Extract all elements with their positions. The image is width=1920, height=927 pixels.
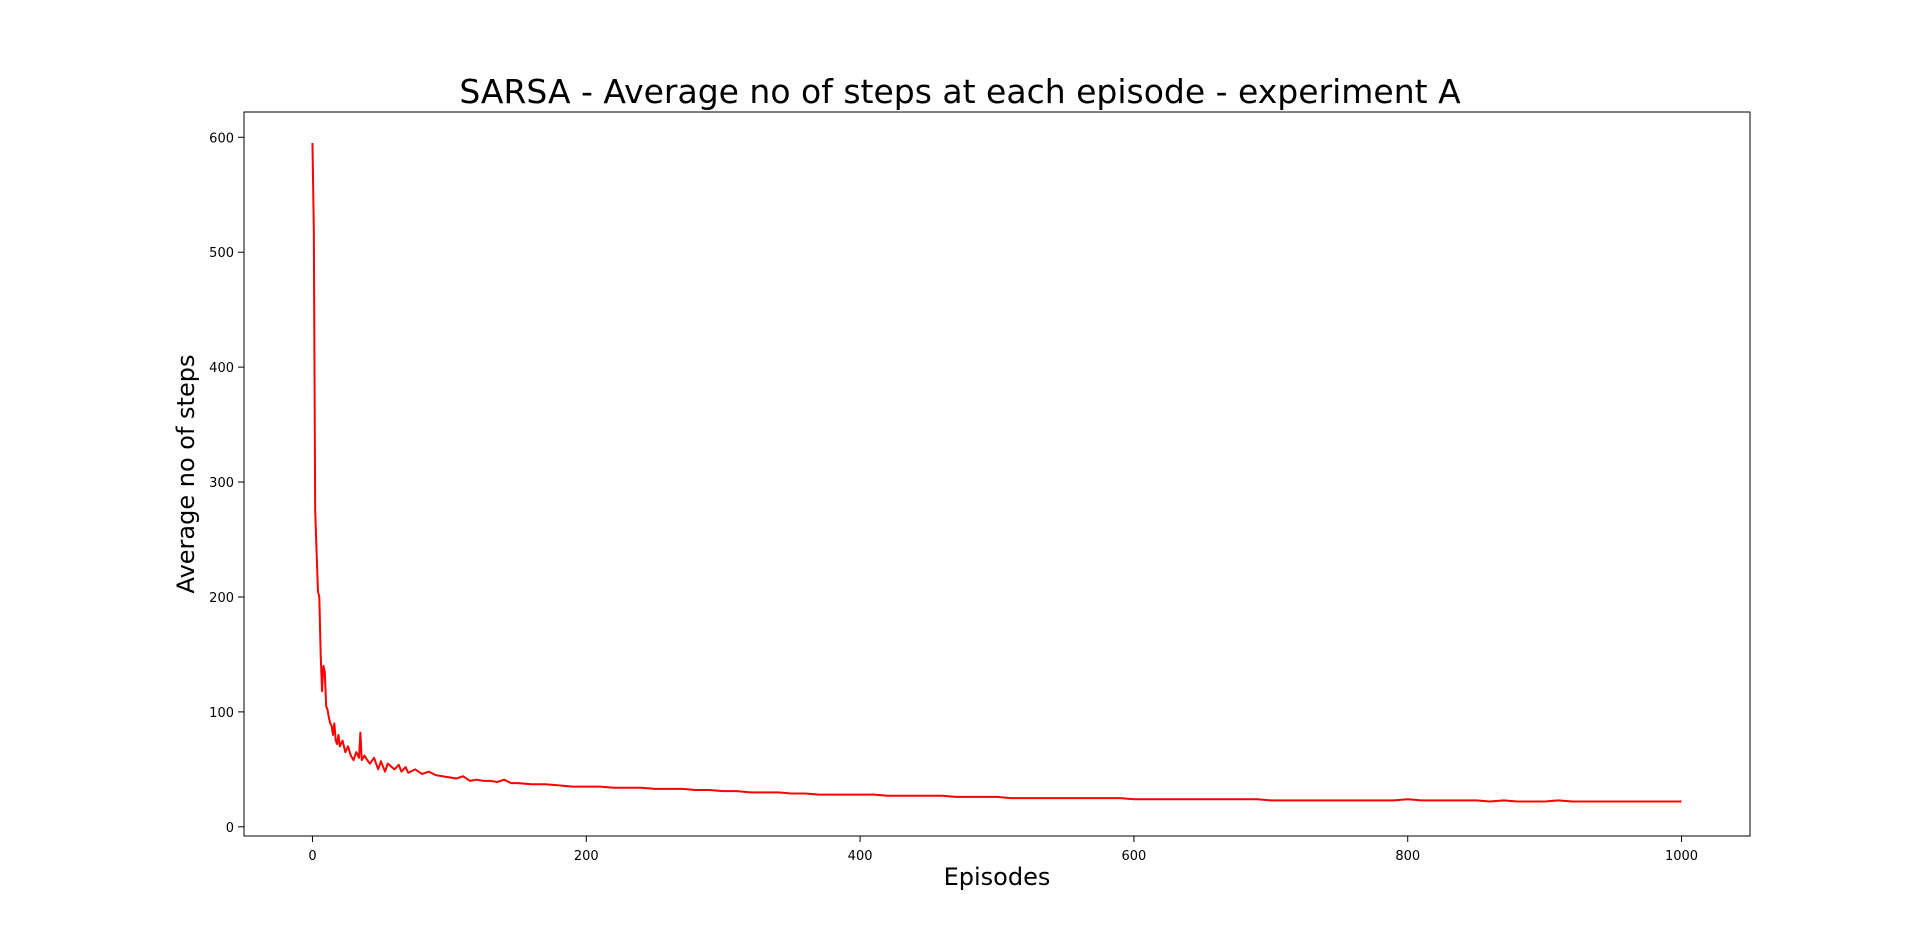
plot-area <box>243 111 1751 837</box>
series-line <box>311 143 1682 803</box>
x-tick-label: 1000 <box>1665 849 1698 864</box>
y-tick-label: 300 <box>209 476 234 491</box>
x-axis-label: Episodes <box>944 863 1051 891</box>
x-tick-label: 800 <box>1395 849 1420 864</box>
x-tick-label: 0 <box>308 849 316 864</box>
y-tick-label: 600 <box>209 131 234 146</box>
x-axis-ticks: 0 200 400 600 800 1000 <box>308 836 1698 864</box>
plot-frame <box>243 111 1751 837</box>
y-axis-label: Average no of steps <box>172 355 200 594</box>
y-tick-label: 100 <box>209 706 234 721</box>
x-tick-label: 600 <box>1121 849 1146 864</box>
y-axis-ticks: 0 100 200 300 400 500 600 <box>209 131 244 836</box>
chart-title: SARSA - Average no of steps at each epis… <box>459 72 1461 111</box>
y-tick-label: 400 <box>209 361 234 376</box>
x-tick-label: 200 <box>574 849 599 864</box>
x-tick-label: 400 <box>848 849 873 864</box>
y-tick-label: 200 <box>209 591 234 606</box>
y-tick-label: 500 <box>209 246 234 261</box>
y-tick-label: 0 <box>226 821 234 836</box>
